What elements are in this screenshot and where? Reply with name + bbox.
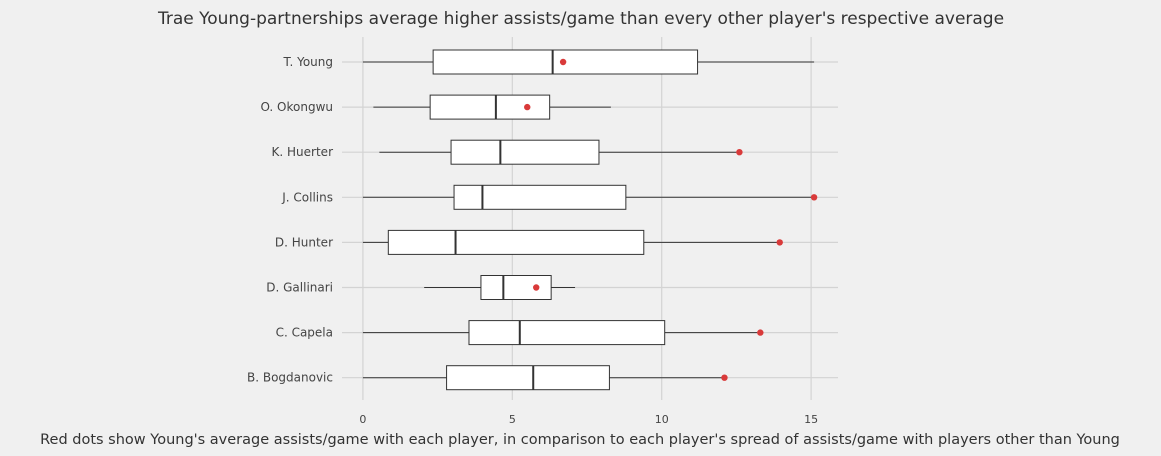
box-row <box>362 184 818 210</box>
x-tick-label: 10 <box>655 413 669 426</box>
iqr-box <box>468 320 666 346</box>
young-average-dot <box>736 149 743 156</box>
chart-title: Trae Young-partnerships average higher a… <box>157 9 1004 29</box>
iqr-box <box>387 229 645 255</box>
iqr-box <box>480 275 552 300</box>
iqr-box <box>429 94 551 120</box>
young-average-dot <box>810 194 818 201</box>
box-row <box>362 49 815 75</box>
box-row <box>362 365 728 391</box>
y-tick-label: C. Capela <box>276 326 333 340</box>
iqr-box <box>450 139 600 165</box>
y-tick-label: D. Gallinari <box>266 281 333 295</box>
x-tick-label: 15 <box>804 413 818 426</box>
young-average-dot <box>757 329 764 336</box>
gridlines <box>342 37 838 400</box>
box-row <box>362 229 783 255</box>
box-row <box>424 275 576 300</box>
chart-caption: Red dots show Young's average assists/ga… <box>40 432 1120 448</box>
y-tick-label: D. Hunter <box>275 235 333 249</box>
box-row <box>379 139 743 165</box>
box-row <box>373 94 611 120</box>
y-tick-labels: T. Young O. Okongwu K. Huerter J. Collins D.… <box>247 55 333 385</box>
iqr-box <box>453 184 627 210</box>
box-row <box>362 320 764 346</box>
iqr-box <box>446 365 610 391</box>
x-tick-label: 0 <box>359 413 366 426</box>
young-average-dot <box>533 284 540 291</box>
y-tick-label: T. Young <box>283 55 333 69</box>
young-average-dot <box>776 239 783 246</box>
young-average-dot <box>559 58 567 66</box>
young-average-dot <box>721 374 728 381</box>
young-average-dot <box>524 103 531 111</box>
boxes <box>362 49 818 391</box>
x-tick-labels: 0 5 10 15 <box>359 413 818 426</box>
y-tick-label: O. Okongwu <box>260 100 333 114</box>
x-tick-label: 5 <box>509 413 516 426</box>
y-tick-label: K. Huerter <box>272 145 334 159</box>
y-tick-label: B. Bogdanovic <box>247 371 333 385</box>
y-tick-label: J. Collins <box>281 190 333 204</box>
